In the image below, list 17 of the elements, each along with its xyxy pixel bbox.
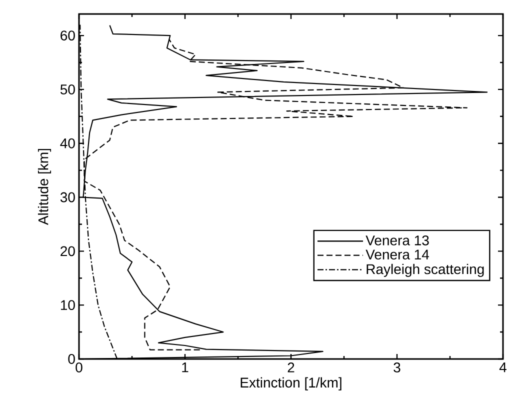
y-tick-label: 10 (60, 300, 75, 310)
y-tick-label: 0 (68, 354, 75, 364)
x-tick-label: 0 (76, 362, 82, 372)
x-axis-title: Extinction [1/km] (240, 377, 342, 390)
y-tick-label: 40 (60, 138, 75, 148)
y-tick-label: 30 (60, 192, 75, 202)
x-tick-label: 1 (182, 362, 188, 372)
y-tick-label: 20 (60, 246, 75, 256)
x-tick-label: 2 (288, 362, 294, 372)
y-tick-label: 60 (60, 30, 75, 41)
x-tick-label: 4 (499, 362, 506, 372)
legend-label: Venera 13 (366, 235, 429, 246)
x-tick-label: 3 (394, 362, 400, 372)
y-tick-label: 50 (60, 84, 75, 94)
y-axis-title: Altitude [km] (38, 148, 52, 225)
legend-label: Venera 14 (366, 250, 430, 260)
legend-label: Rayleigh scattering (366, 264, 484, 277)
